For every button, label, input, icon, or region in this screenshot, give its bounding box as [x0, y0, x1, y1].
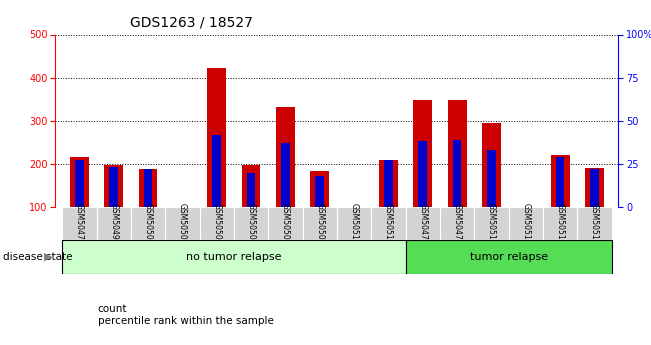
Text: disease state: disease state	[3, 252, 73, 262]
Text: GSM50508: GSM50508	[281, 203, 290, 244]
Bar	[551, 155, 570, 207]
Text: GSM50512: GSM50512	[384, 203, 393, 244]
Text: count: count	[98, 304, 127, 314]
Text: GSM50511: GSM50511	[350, 203, 359, 244]
Bar	[242, 165, 260, 207]
Bar	[139, 169, 158, 207]
Text: tumor relapse: tumor relapse	[469, 252, 547, 262]
Bar	[247, 172, 255, 207]
Text: GSM50475: GSM50475	[452, 203, 462, 244]
Bar	[419, 141, 427, 207]
Text: ▶: ▶	[44, 252, 53, 262]
Bar	[337, 207, 371, 240]
Bar	[268, 207, 303, 240]
Text: percentile rank within the sample: percentile rank within the sample	[98, 316, 273, 326]
Bar	[104, 165, 123, 207]
Text: GSM50507: GSM50507	[247, 203, 256, 244]
Bar	[406, 207, 440, 240]
Text: GSM50504: GSM50504	[143, 203, 152, 244]
Text: no tumor relapse: no tumor relapse	[186, 252, 282, 262]
Text: GSM50474: GSM50474	[75, 203, 84, 244]
Text: GSM50515: GSM50515	[590, 203, 599, 244]
Bar	[207, 68, 226, 207]
Bar	[311, 171, 329, 207]
Text: GSM50510: GSM50510	[487, 203, 496, 244]
Bar	[62, 240, 406, 274]
Bar	[281, 143, 290, 207]
Text: GSM50514: GSM50514	[555, 203, 564, 244]
Bar	[482, 123, 501, 207]
Text: GSM50509: GSM50509	[315, 203, 324, 244]
Text: GSM50473: GSM50473	[418, 203, 427, 244]
Bar	[316, 176, 324, 207]
Bar	[585, 168, 604, 207]
Bar	[474, 207, 508, 240]
Bar	[212, 135, 221, 207]
Bar	[70, 157, 89, 207]
Bar	[384, 160, 393, 207]
Bar	[371, 207, 406, 240]
Bar	[234, 207, 268, 240]
Text: GDS1263 / 18527: GDS1263 / 18527	[130, 16, 253, 30]
Bar	[406, 240, 611, 274]
Bar	[556, 157, 564, 207]
Bar	[508, 207, 543, 240]
Bar	[379, 160, 398, 207]
Bar	[440, 207, 474, 240]
Bar	[75, 160, 84, 207]
Bar	[96, 207, 131, 240]
Bar	[109, 167, 118, 207]
Text: GSM50505: GSM50505	[178, 203, 187, 244]
Text: GSM50496: GSM50496	[109, 203, 118, 244]
Bar	[165, 207, 200, 240]
Bar	[144, 169, 152, 207]
Text: GSM50513: GSM50513	[521, 203, 531, 244]
Text: GSM50506: GSM50506	[212, 203, 221, 244]
Bar	[62, 207, 96, 240]
Bar	[303, 207, 337, 240]
Bar	[131, 207, 165, 240]
Bar	[276, 107, 295, 207]
Bar	[543, 207, 577, 240]
Bar	[577, 207, 611, 240]
Bar	[413, 100, 432, 207]
Bar	[453, 140, 462, 207]
Bar	[487, 150, 495, 207]
Bar	[200, 207, 234, 240]
Bar	[590, 169, 599, 207]
Bar	[448, 100, 467, 207]
